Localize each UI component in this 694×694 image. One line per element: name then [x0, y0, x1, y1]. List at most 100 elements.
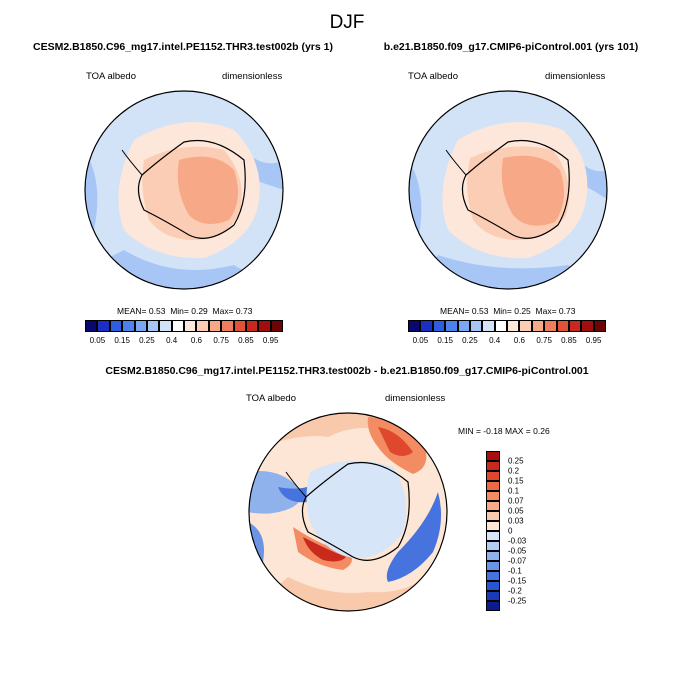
colorbar-swatch — [171, 320, 184, 332]
diff-panel-title: CESM2.B1850.C96_mg17.intel.PE1152.THR3.t… — [105, 365, 589, 377]
diff-colorbar-tick-label: 0.1 — [508, 486, 520, 496]
diff-colorbar-tick-label: -0.25 — [508, 596, 527, 606]
colorbar-swatch — [556, 320, 569, 332]
diff-colorbar-tick-label: 0 — [508, 526, 513, 536]
diff-panel-stats: MIN = -0.18 MAX = 0.26 — [458, 426, 550, 436]
colorbar-swatch — [581, 320, 594, 332]
diff-colorbar-tick-label: 0.25 — [508, 456, 524, 466]
diff-colorbar-tick-label: 0.03 — [508, 516, 524, 526]
diff-colorbar-tick-label: -0.2 — [508, 586, 522, 596]
colorbar-swatch — [233, 320, 246, 332]
colorbar-swatch — [507, 320, 520, 332]
panel-left-variable: TOA albedo — [86, 71, 137, 82]
diff-colorbar-swatch — [486, 591, 500, 601]
colorbar-swatch — [134, 320, 147, 332]
main-title: DJF — [329, 12, 365, 33]
diff-colorbar-labels: 0.25 0.2 0.15 0.1 0.07 0.05 0.03 0 -0.03 -0.05 -0.… — [508, 451, 548, 611]
diff-colorbar-swatch — [486, 511, 500, 521]
panel-right-variable: TOA albedo — [408, 71, 459, 82]
colorbar-swatch — [258, 320, 271, 332]
colorbar-swatch — [593, 320, 606, 332]
diff-colorbar-tick-label: 0.05 — [508, 506, 524, 516]
diff-colorbar-swatch — [486, 481, 500, 491]
colorbar-swatch — [109, 320, 123, 332]
diff-colorbar — [486, 451, 500, 611]
diff-colorbar-swatch — [486, 561, 500, 571]
colorbar-tick-label: 0.15 — [437, 336, 453, 345]
diff-colorbar-tick-label: 0.15 — [508, 476, 524, 486]
diff-colorbar-swatch — [486, 491, 500, 501]
panel-left-colorbar — [85, 320, 283, 332]
colorbar-tick-label: 0.25 — [139, 336, 155, 345]
colorbar-swatch — [457, 320, 470, 332]
colorbar-tick-label: 0.25 — [462, 336, 478, 345]
panel-left-stats: MEAN= 0.53 Min= 0.29 Max= 0.73 — [117, 306, 253, 316]
diff-panel-units: dimensionless — [385, 393, 446, 404]
colorbar-swatch — [568, 320, 582, 332]
colorbar-tick-label: 0.75 — [536, 336, 552, 345]
diff-colorbar-swatch — [486, 551, 500, 561]
colorbar-tick-label: 0.05 — [89, 336, 106, 345]
diff-colorbar-swatch — [486, 601, 500, 611]
diff-colorbar-swatch — [486, 531, 500, 541]
diff-colorbar-swatch — [486, 521, 500, 531]
diff-colorbar-swatch — [486, 581, 500, 591]
diff-colorbar-swatch — [486, 451, 500, 461]
panel-right-map — [408, 90, 608, 290]
colorbar-swatch — [432, 320, 446, 332]
diff-colorbar-tick-label: -0.05 — [508, 546, 527, 556]
colorbar-swatch — [270, 320, 283, 332]
colorbar-swatch — [122, 320, 135, 332]
colorbar-swatch — [531, 320, 545, 332]
colorbar-swatch — [146, 320, 160, 332]
colorbar-swatch — [445, 320, 458, 332]
diff-colorbar-tick-label: -0.1 — [508, 566, 522, 576]
colorbar-swatch — [196, 320, 209, 332]
diff-colorbar-swatch — [486, 501, 500, 511]
panel-right-colorbar-labels: 0.05 0.15 0.25 0.4 0.6 0.75 0.85 0.95 — [408, 336, 606, 346]
colorbar-swatch — [221, 320, 234, 332]
colorbar-swatch — [494, 320, 507, 332]
colorbar-swatch — [420, 320, 433, 332]
colorbar-swatch — [184, 320, 197, 332]
colorbar-swatch — [519, 320, 532, 332]
diff-colorbar-swatch — [486, 471, 500, 481]
colorbar-swatch — [482, 320, 495, 332]
diff-colorbar-tick-label: -0.03 — [508, 536, 527, 546]
colorbar-swatch — [245, 320, 259, 332]
colorbar-tick-label: 0.4 — [166, 336, 178, 345]
panel-left-map — [84, 90, 284, 290]
panel-right-stats: MEAN= 0.53 Min= 0.25 Max= 0.73 — [440, 306, 576, 316]
colorbar-tick-label: 0.75 — [213, 336, 229, 345]
diff-colorbar-swatch — [486, 461, 500, 471]
diff-colorbar-tick-label: 0.2 — [508, 466, 520, 476]
colorbar-swatch — [544, 320, 557, 332]
colorbar-tick-label: 0.85 — [238, 336, 254, 345]
diff-panel-map — [248, 412, 448, 612]
colorbar-tick-label: 0.95 — [262, 336, 279, 345]
colorbar-tick-label: 0.15 — [114, 336, 130, 345]
colorbar-tick-label: 0.95 — [585, 336, 602, 345]
colorbar-swatch — [97, 320, 110, 332]
colorbar-swatch — [208, 320, 222, 332]
colorbar-swatch — [159, 320, 172, 332]
diff-colorbar-swatch — [486, 571, 500, 581]
colorbar-tick-label: 0.4 — [489, 336, 501, 345]
panel-left-colorbar-labels: 0.05 0.15 0.25 0.4 0.6 0.75 0.85 0.95 — [85, 336, 283, 346]
panel-right-colorbar — [408, 320, 606, 332]
colorbar-swatch — [408, 320, 421, 332]
panel-right-units: dimensionless — [545, 71, 606, 82]
colorbar-tick-label: 0.6 — [190, 336, 202, 345]
colorbar-tick-label: 0.6 — [513, 336, 525, 345]
panel-right-title: b.e21.B1850.f09_g17.CMIP6-piControl.001 … — [383, 41, 639, 53]
diff-panel-variable: TOA albedo — [246, 393, 297, 404]
panel-left-title: CESM2.B1850.C96_mg17.intel.PE1152.THR3.t… — [33, 41, 333, 53]
colorbar-tick-label: 0.85 — [561, 336, 577, 345]
colorbar-tick-label: 0.05 — [412, 336, 429, 345]
colorbar-swatch — [469, 320, 483, 332]
diff-colorbar-tick-label: -0.07 — [508, 556, 527, 566]
diff-colorbar-swatch — [486, 541, 500, 551]
diff-colorbar-tick-label: 0.07 — [508, 496, 524, 506]
panel-left-units: dimensionless — [222, 71, 283, 82]
diff-colorbar-tick-label: -0.15 — [508, 576, 527, 586]
